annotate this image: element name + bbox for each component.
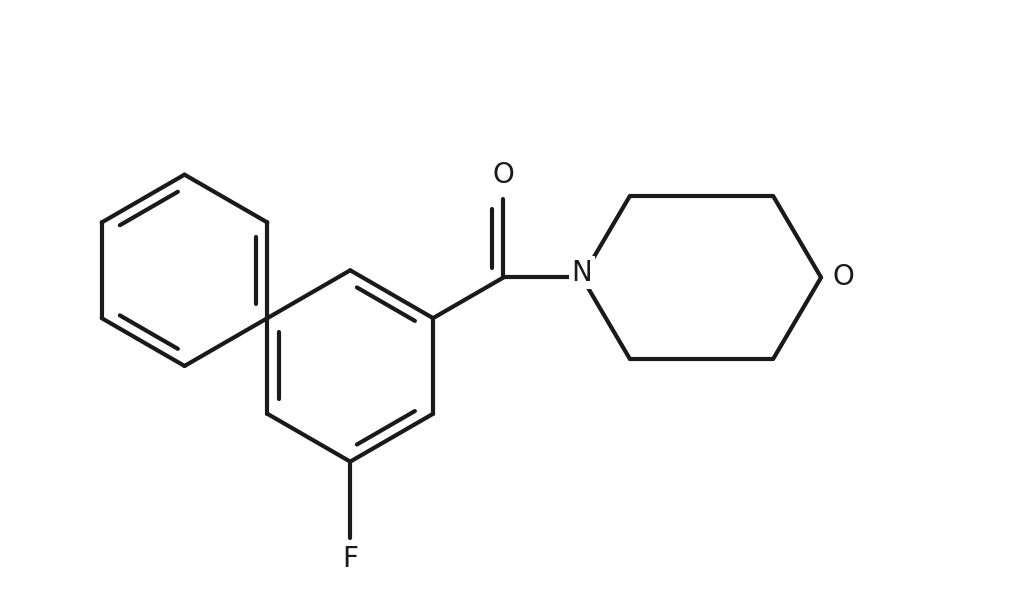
Text: O: O [832,264,854,291]
Text: N: N [572,259,592,286]
Text: F: F [342,545,359,573]
Text: O: O [493,161,514,190]
Text: N: N [572,259,592,286]
